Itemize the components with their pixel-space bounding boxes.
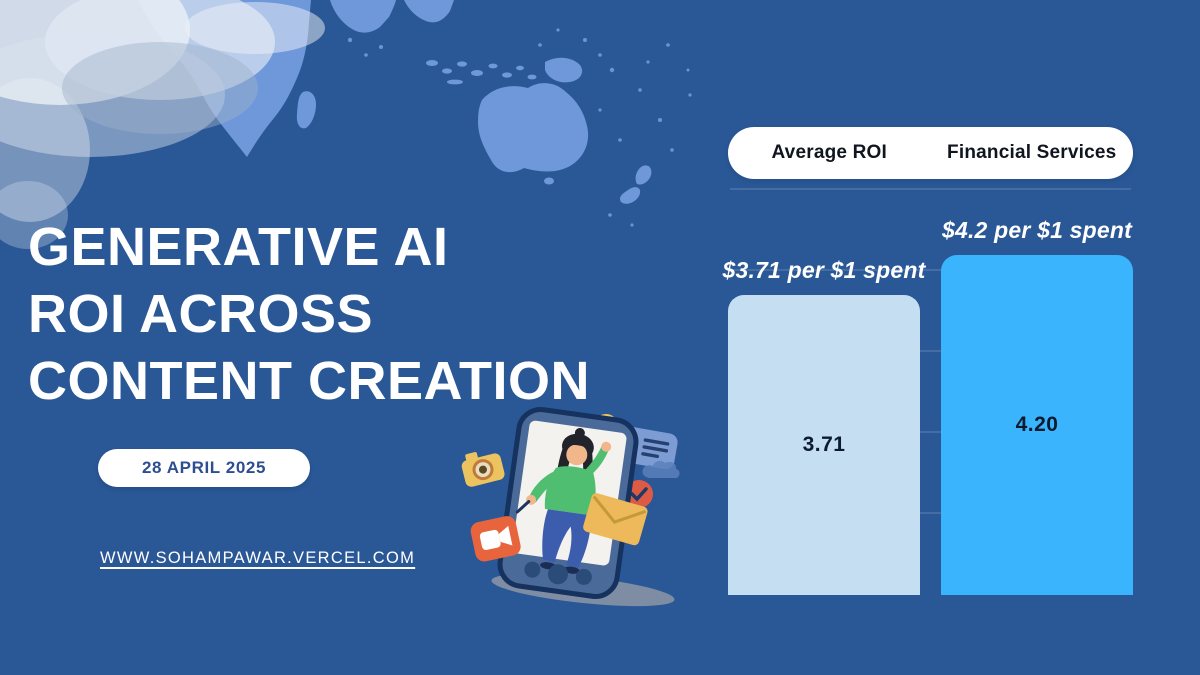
bar-value-label: 4.20 <box>1015 412 1059 436</box>
chart-legend: Average ROI Financial Services <box>728 127 1133 179</box>
annotation-average-roi: $3.71 per $1 spent <box>722 256 926 283</box>
envelope-icon <box>583 493 648 546</box>
legend-item-financial-services: Financial Services <box>947 142 1117 163</box>
roi-bar-chart: Average ROI Financial Services $3.71 per… <box>722 127 1133 595</box>
chart-plot-area: $3.71 per $1 spent $4.2 per $1 spent 3.7… <box>722 188 1133 595</box>
chart-gridline <box>730 188 1131 190</box>
bar-average-roi: 3.71 <box>728 294 920 595</box>
bar-value-label: 3.71 <box>802 432 846 456</box>
date-badge-label: 28 APRIL 2025 <box>141 458 267 477</box>
bar-financial-services: 4.20 <box>941 254 1133 595</box>
video-camera-icon <box>470 516 521 562</box>
date-badge: 28 APRIL 2025 <box>98 449 310 487</box>
legend-item-average-roi: Average ROI <box>771 142 888 163</box>
chart-gridline <box>730 269 1131 271</box>
phone-illustration <box>461 407 680 607</box>
title-line-3: CONTENT CREATION <box>28 351 590 411</box>
camera-icon <box>461 452 505 487</box>
chart-gridline <box>730 350 1131 352</box>
annotation-financial-services: $4.2 per $1 spent <box>941 216 1133 243</box>
title-line-1: GENERATIVE AI <box>28 217 449 277</box>
page-title: GENERATIVE AI ROI ACROSS CONTENT CREATIO… <box>28 214 590 415</box>
woman-figure <box>515 427 612 574</box>
chart-gridline <box>730 512 1131 514</box>
website-link[interactable]: WWW.SOHAMPAWAR.VERCEL.COM <box>100 549 416 567</box>
title-line-2: ROI ACROSS <box>28 284 374 344</box>
chart-gridline <box>730 431 1131 433</box>
cloud-icon <box>642 460 680 478</box>
